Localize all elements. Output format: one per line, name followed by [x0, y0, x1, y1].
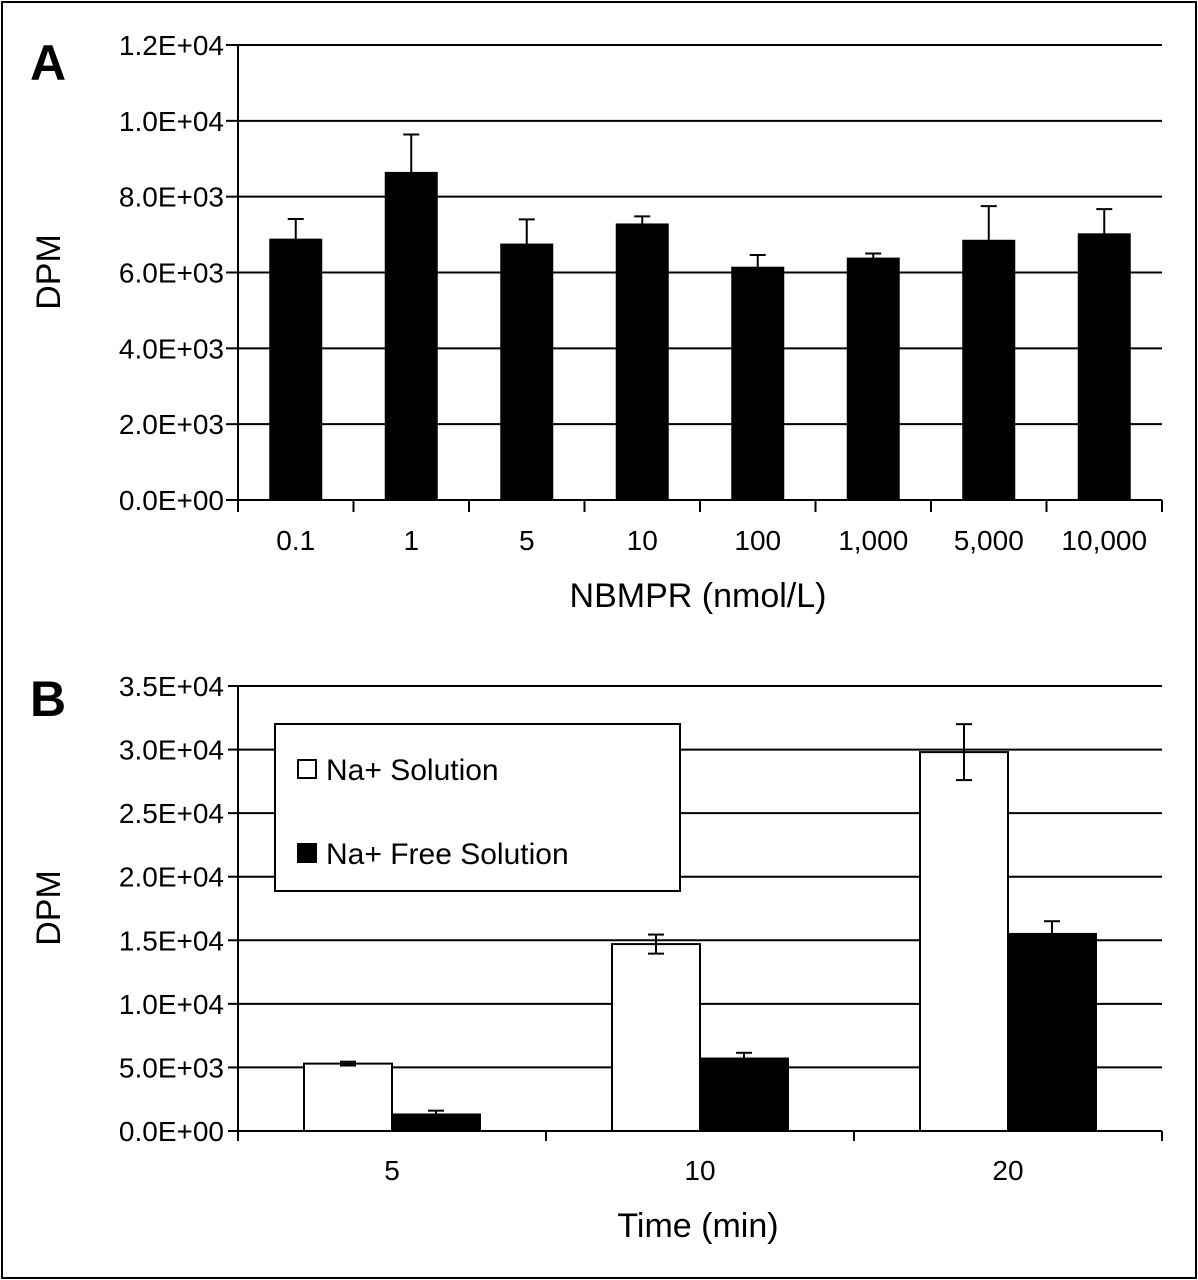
panel-a-bars — [269, 133, 1131, 501]
panel-b-ytick-label: 5.0E+03 — [119, 1052, 224, 1083]
panel-a-axes: 0.0E+00 2.0E+03 4.0E+03 6.0E+03 8.0E+03 1.0E+… — [119, 30, 1163, 556]
panel-b-axes: 0.0E+00 5.0E+03 1.0E+04 1.5E+04 2.0E+04 2.5E+… — [119, 671, 1163, 1186]
panel-a: A 0.0E+00 2.0E+03 4.0E+03 6.0E+03 8.0E+03 1.0… — [30, 30, 1163, 615]
panel-b-letter: B — [30, 671, 66, 727]
bar — [846, 257, 900, 501]
legend-swatch-na-free-solution — [297, 843, 317, 863]
panel-a-letter: A — [30, 35, 66, 91]
panel-b-xlabel: Time (min) — [617, 1207, 778, 1245]
panel-b-ytick-label: 1.5E+04 — [119, 925, 224, 956]
bar — [962, 239, 1016, 501]
panel-a-xlabel: NBMPR (nmol/L) — [570, 577, 827, 615]
panel-a-ylabel: DPM — [30, 234, 68, 310]
bar-na-free-solution — [1007, 932, 1097, 1133]
bar — [731, 266, 785, 501]
xtick-label: 20 — [992, 1155, 1023, 1186]
xtick-label: 1,000 — [838, 525, 908, 556]
bar-na-solution — [303, 1062, 393, 1132]
xtick-label: 10 — [684, 1155, 715, 1186]
panel-a-ytick-label: 6.0E+03 — [119, 258, 224, 289]
bar — [500, 243, 554, 501]
bar — [615, 223, 669, 501]
panel-b-ytick-label: 0.0E+00 — [119, 1116, 224, 1147]
legend-swatch-na-solution — [297, 759, 317, 779]
bar-na-solution — [919, 751, 1009, 1132]
xtick-label: 10,000 — [1061, 525, 1147, 556]
panel-b-ytick-label: 1.0E+04 — [119, 989, 224, 1020]
panel-b: B 0.0E+00 5.0E+03 1.0E+04 1.5E+04 2.0E+04 2.5… — [30, 671, 1163, 1245]
legend-label-na-free-solution: Na+ Free Solution — [326, 838, 569, 871]
panel-a-ytick-label: 4.0E+03 — [119, 333, 224, 364]
legend-box — [274, 723, 681, 892]
panel-a-ytick-label: 1.0E+04 — [119, 106, 224, 137]
xtick-label: 5 — [519, 525, 535, 556]
bar-na-solution — [611, 943, 701, 1132]
xtick-label: 100 — [734, 525, 781, 556]
xtick-label: 10 — [627, 525, 658, 556]
panel-b-legend: Na+ Solution Na+ Free Solution — [274, 723, 681, 892]
bar-na-free-solution — [699, 1057, 789, 1132]
panel-b-ytick-label: 2.5E+04 — [119, 798, 224, 829]
panel-b-ytick-label: 3.0E+04 — [119, 735, 224, 766]
panel-a-ytick-label: 2.0E+03 — [119, 409, 224, 440]
panel-b-bars — [303, 723, 1097, 1133]
bar — [384, 171, 438, 501]
xtick-label: 5,000 — [954, 525, 1024, 556]
panel-b-ytick-label: 2.0E+04 — [119, 862, 224, 893]
panel-b-ytick-label: 3.5E+04 — [119, 671, 224, 702]
panel-a-ytick-label: 8.0E+03 — [119, 182, 224, 213]
bar — [1077, 233, 1131, 501]
panel-a-ytick-label: 0.0E+00 — [119, 485, 224, 516]
legend-label-na-solution: Na+ Solution — [326, 754, 499, 787]
xtick-label: 5 — [384, 1155, 400, 1186]
bar — [269, 238, 323, 501]
panel-b-ylabel: DPM — [30, 870, 68, 946]
panel-a-ytick-label: 1.2E+04 — [119, 30, 224, 61]
xtick-label: 0.1 — [276, 525, 315, 556]
xtick-label: 1 — [403, 525, 419, 556]
